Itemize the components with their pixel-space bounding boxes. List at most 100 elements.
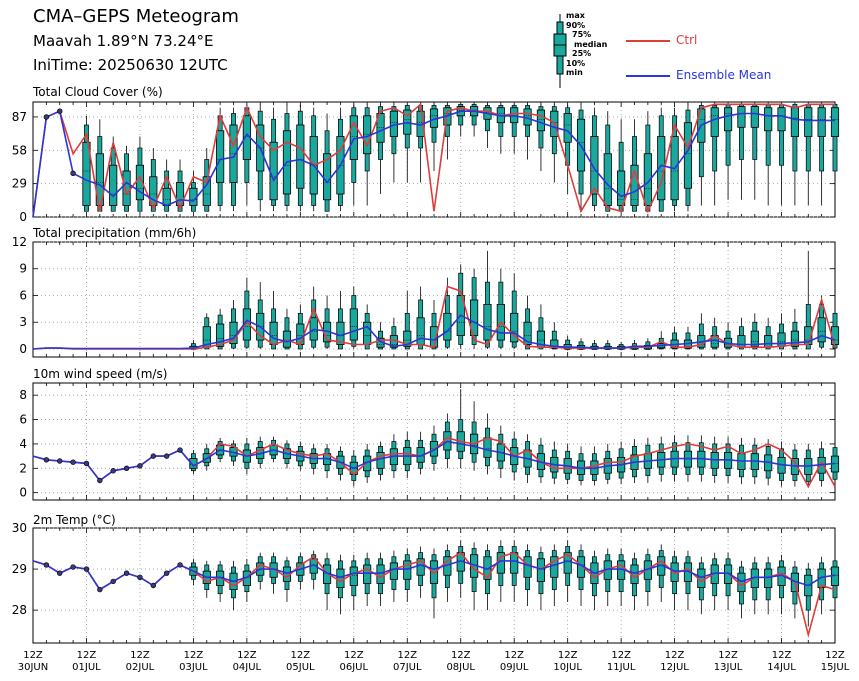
cloud-boxplot <box>242 104 251 206</box>
precip-boxplot <box>242 277 251 349</box>
init-time-label: IniTime: 20250630 12UTC <box>33 56 228 74</box>
legend-p75-label: 75% <box>572 30 592 39</box>
location-label: Maavah 1.89°N 73.24°E <box>33 32 214 50</box>
x-label-hour: 12Z <box>451 650 471 661</box>
precip-boxplot <box>830 304 840 349</box>
precip-boxplot <box>683 326 693 350</box>
x-label-hour: 12Z <box>772 650 792 661</box>
precip-boxplot <box>470 268 479 349</box>
x-label-hour: 12Z <box>504 650 524 661</box>
x-label-date: 13JUL <box>714 662 743 673</box>
temp-boxplot <box>764 556 773 615</box>
cloud-boxplot <box>389 104 398 183</box>
precip-mean-line <box>32 314 836 350</box>
x-label-date: 08JUL <box>446 662 475 673</box>
x-label-date: 07JUL <box>393 662 422 673</box>
wind-boxplot <box>576 446 586 486</box>
x-label-hour: 12Z <box>718 650 738 661</box>
wind-point <box>97 477 103 484</box>
temp-point <box>97 586 103 593</box>
temp-boxplot <box>723 552 733 611</box>
wind-point <box>83 460 90 467</box>
cloud-boxplot <box>550 104 559 183</box>
temp-boxplot <box>456 540 465 598</box>
precip-boxplot <box>403 291 412 350</box>
cloud-boxplot <box>737 103 746 200</box>
cloud-boxplot <box>256 104 265 212</box>
x-label-date: 09JUL <box>500 662 529 673</box>
cloud-boxplot <box>576 104 586 212</box>
precip-ytick-label: 6 <box>19 288 27 302</box>
cloud-boxplot <box>523 104 532 160</box>
temp-boxplot <box>777 554 786 615</box>
x-label-hour: 12Z <box>130 650 150 661</box>
legend-mean-label: Ensemble Mean <box>676 68 772 82</box>
cloud-ytick-label: 29 <box>12 177 27 191</box>
temp-boxplot <box>563 540 572 602</box>
legend-mean-line <box>626 75 670 77</box>
precip-boxplot <box>550 322 559 350</box>
wind-point <box>70 459 76 465</box>
cloud-boxplot <box>282 104 292 212</box>
temp-boxplot <box>683 550 693 611</box>
x-label-date: 03JUL <box>179 662 208 673</box>
temp-boxplot <box>804 562 813 627</box>
temp-boxplot <box>296 552 305 590</box>
cloud-boxplot <box>429 104 439 171</box>
legend-min-label: min <box>566 68 583 77</box>
wind-boxplot <box>830 440 840 486</box>
cloud-boxplot <box>764 103 773 206</box>
x-label-hour: 12Z <box>291 650 311 661</box>
precip-boxplot <box>456 264 465 349</box>
cloud-boxplot <box>657 107 666 212</box>
temp-boxplot <box>523 544 532 607</box>
temp-point <box>150 582 157 589</box>
cloud-boxplot <box>349 104 358 206</box>
meteogram-title: CMA–GEPS Meteogram <box>33 6 239 27</box>
cloud-boxplot <box>536 104 546 171</box>
precip-boxplot <box>269 291 278 350</box>
wind-point <box>110 468 116 474</box>
x-label-hour: 12Z <box>611 650 631 661</box>
wind-boxplot <box>322 443 332 479</box>
precip-boxplot <box>750 313 759 350</box>
temp-boxplot <box>550 544 559 607</box>
cloud-boxplot <box>229 107 238 212</box>
legend-ctrl-line <box>626 40 670 42</box>
precip-ytick-label: 3 <box>19 315 27 329</box>
cloud-boxplot <box>363 104 372 206</box>
temp-boxplot <box>630 552 639 611</box>
temp-boxplot <box>403 548 412 602</box>
cloud-ytick-label: 0 <box>19 210 27 224</box>
cloud-boxplot <box>670 107 679 212</box>
cloud-boxplot <box>817 103 826 206</box>
temp-boxplot <box>416 546 425 598</box>
temp-boxplot <box>603 548 612 607</box>
wind-point <box>150 453 157 459</box>
wind-boxplot <box>630 439 639 483</box>
cloud-boxplot <box>750 103 759 200</box>
temp-point <box>57 570 63 576</box>
x-label-hour: 12Z <box>825 650 845 661</box>
temp-point <box>137 574 143 580</box>
cloud-boxplot <box>322 113 332 212</box>
temp-boxplot <box>657 544 666 602</box>
precip-boxplot <box>817 295 826 349</box>
wind-ytick-label: 6 <box>19 413 27 427</box>
wind-ytick-label: 0 <box>19 486 27 500</box>
temp-ytick-label: 30 <box>12 521 27 535</box>
wind-boxplot <box>483 413 492 475</box>
cloud-boxplot <box>122 145 131 212</box>
temp-boxplot <box>536 546 546 611</box>
cloud-boxplot <box>697 104 706 206</box>
temp-boxplot <box>282 556 292 602</box>
temp-point <box>110 578 116 585</box>
temp-boxplot <box>496 540 505 602</box>
cloud-boxplot <box>617 119 626 212</box>
temp-boxplot <box>830 554 840 615</box>
temp-boxplot <box>349 554 358 611</box>
temp-point <box>70 564 76 570</box>
cloud-boxplot <box>710 104 719 206</box>
temp-boxplot <box>617 548 626 607</box>
precip-boxplot <box>496 268 505 349</box>
